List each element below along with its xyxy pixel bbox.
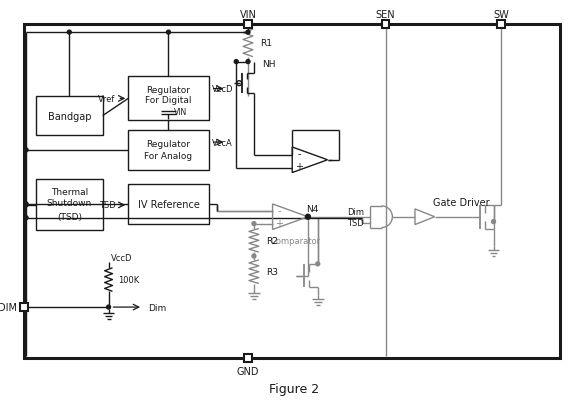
Circle shape xyxy=(316,262,320,266)
Bar xyxy=(20,303,28,311)
Text: VccA: VccA xyxy=(212,138,233,147)
Bar xyxy=(24,25,560,358)
Bar xyxy=(497,21,505,29)
Text: VIN: VIN xyxy=(174,108,188,117)
Text: R1: R1 xyxy=(260,39,272,48)
Bar xyxy=(128,77,209,121)
Text: +: + xyxy=(275,219,283,228)
Text: VIN: VIN xyxy=(239,11,256,20)
Text: For Digital: For Digital xyxy=(145,96,192,105)
Text: N4: N4 xyxy=(306,205,318,214)
Circle shape xyxy=(252,222,256,226)
Bar xyxy=(128,131,209,170)
Text: VccD: VccD xyxy=(212,85,233,94)
Bar xyxy=(36,97,103,136)
Text: NH: NH xyxy=(262,60,275,69)
Circle shape xyxy=(24,202,28,207)
Text: For Analog: For Analog xyxy=(144,152,193,161)
Circle shape xyxy=(252,254,256,258)
Circle shape xyxy=(24,203,28,207)
Bar xyxy=(244,21,252,29)
Text: TSD: TSD xyxy=(99,201,115,210)
Text: Dim: Dim xyxy=(148,303,167,312)
Text: Comparator: Comparator xyxy=(270,236,320,245)
Text: GND: GND xyxy=(237,366,259,376)
Text: TSD: TSD xyxy=(347,219,364,228)
Text: R3: R3 xyxy=(265,268,278,277)
Text: +: + xyxy=(295,162,303,172)
Text: Dim: Dim xyxy=(347,208,364,217)
Text: Thermal: Thermal xyxy=(51,187,88,196)
Text: SW: SW xyxy=(493,11,509,20)
Bar xyxy=(36,180,103,231)
Bar xyxy=(381,21,389,29)
Text: R2: R2 xyxy=(265,236,278,245)
Bar xyxy=(128,185,209,224)
Text: Vref: Vref xyxy=(98,95,115,104)
Text: Bandgap: Bandgap xyxy=(47,111,91,121)
Text: SEN: SEN xyxy=(376,11,395,20)
Circle shape xyxy=(305,215,310,220)
Text: Regulator: Regulator xyxy=(147,139,190,148)
Circle shape xyxy=(24,149,28,153)
Circle shape xyxy=(68,31,71,35)
Text: -: - xyxy=(278,206,281,216)
Text: Shutdown: Shutdown xyxy=(47,199,92,208)
Text: (TSD): (TSD) xyxy=(57,213,82,222)
Text: Figure 2: Figure 2 xyxy=(269,382,319,395)
Circle shape xyxy=(24,216,28,220)
Text: IV Reference: IV Reference xyxy=(137,200,200,209)
Text: VccD: VccD xyxy=(111,254,132,263)
Circle shape xyxy=(246,60,250,64)
Text: Regulator: Regulator xyxy=(147,85,190,94)
Text: 100K: 100K xyxy=(118,275,140,284)
Circle shape xyxy=(107,305,111,309)
Circle shape xyxy=(246,31,250,35)
Text: -: - xyxy=(297,149,301,159)
Circle shape xyxy=(234,60,238,64)
Circle shape xyxy=(492,220,496,224)
Circle shape xyxy=(167,31,170,35)
Bar xyxy=(244,354,252,362)
Text: DIM: DIM xyxy=(0,302,17,312)
Text: Gate Driver: Gate Driver xyxy=(433,198,489,207)
